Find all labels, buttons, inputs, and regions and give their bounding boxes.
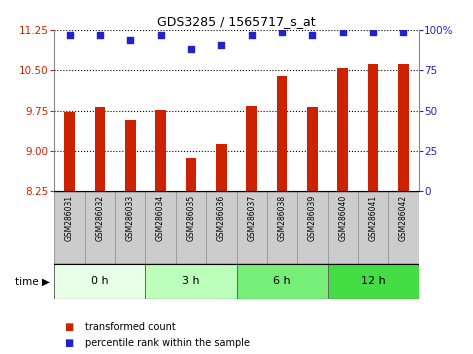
Bar (307, 107, 318, 191)
Text: transformed count: transformed count (85, 322, 176, 332)
Text: 0 h: 0 h (91, 276, 109, 286)
Text: GSM286032: GSM286032 (96, 195, 105, 241)
Bar (54, 264, 146, 299)
Bar (155, 110, 166, 191)
Bar (246, 106, 257, 191)
Point (369, 29, 377, 35)
Point (157, 32, 165, 38)
Text: time ▶: time ▶ (15, 276, 50, 286)
Text: GSM286039: GSM286039 (308, 195, 317, 241)
Text: GSM286031: GSM286031 (65, 195, 74, 241)
Bar (337, 68, 348, 191)
Point (66, 32, 73, 38)
Text: GSM286041: GSM286041 (368, 195, 377, 241)
Bar (327, 264, 419, 299)
Bar (125, 120, 136, 191)
Text: ■: ■ (64, 322, 73, 332)
Text: percentile rank within the sample: percentile rank within the sample (85, 338, 250, 348)
Text: GSM286036: GSM286036 (217, 195, 226, 241)
Text: ■: ■ (64, 338, 73, 348)
Text: GSM286040: GSM286040 (338, 195, 347, 241)
Point (308, 32, 316, 38)
Point (187, 47, 195, 52)
Point (126, 37, 134, 42)
Point (248, 32, 255, 38)
Point (400, 29, 407, 35)
Bar (398, 64, 409, 191)
Point (218, 42, 225, 47)
Text: GSM286038: GSM286038 (278, 195, 287, 241)
Title: GDS3285 / 1565717_s_at: GDS3285 / 1565717_s_at (157, 15, 316, 28)
Text: GSM286034: GSM286034 (156, 195, 165, 241)
Bar (95, 107, 105, 191)
Text: GSM286037: GSM286037 (247, 195, 256, 241)
Bar (368, 64, 378, 191)
Text: 12 h: 12 h (361, 276, 385, 286)
Bar (277, 76, 287, 191)
Text: 3 h: 3 h (182, 276, 200, 286)
Text: GSM286033: GSM286033 (126, 195, 135, 241)
Bar (216, 144, 227, 191)
Bar (236, 264, 327, 299)
Text: GSM286042: GSM286042 (399, 195, 408, 241)
Text: GSM286035: GSM286035 (186, 195, 195, 241)
Bar (64, 112, 75, 191)
Bar (145, 264, 236, 299)
Bar (186, 158, 196, 191)
Point (339, 29, 347, 35)
Text: 6 h: 6 h (273, 276, 291, 286)
Point (96, 32, 104, 38)
Point (278, 29, 286, 35)
